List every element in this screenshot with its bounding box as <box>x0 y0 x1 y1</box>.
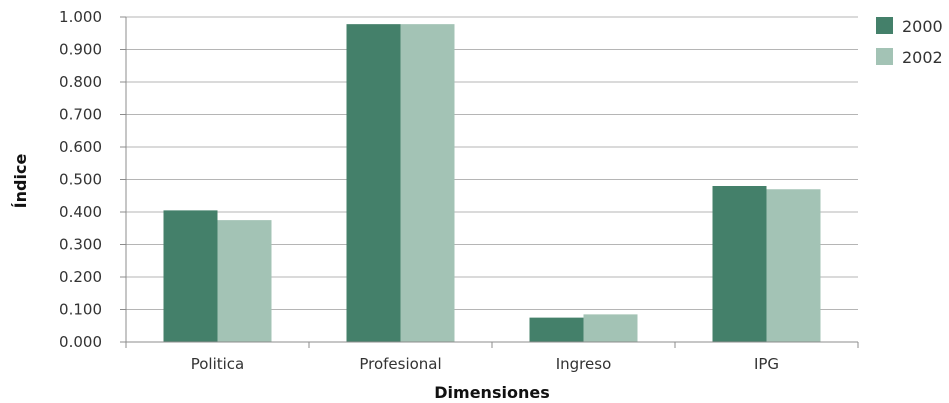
legend-label: 2002 <box>902 48 943 67</box>
bar-2000-ipg <box>712 186 767 342</box>
y-tick-label: 0.200 <box>59 268 102 286</box>
bar-2000-ingreso <box>529 317 584 342</box>
x-axis: Politica Profesional Ingreso IPG <box>125 17 859 373</box>
y-tick-label: 0.100 <box>59 301 102 319</box>
legend: 2000 2002 <box>876 17 943 67</box>
y-tick-label: 1.000 <box>59 8 102 26</box>
bar-2002-profesional <box>400 24 455 343</box>
bar-2002-politica <box>217 220 272 342</box>
legend-swatch-2002 <box>876 48 893 65</box>
y-tick-label: 0.400 <box>59 203 102 221</box>
y-axis-ticks: 0.000 0.100 0.200 0.300 0.400 0.500 0.600 0.700… <box>59 8 126 351</box>
x-tick-label: IPG <box>754 355 779 373</box>
legend-label: 2000 <box>902 17 943 36</box>
y-tick-label: 0.900 <box>59 41 102 59</box>
x-axis-title: Dimensiones <box>434 383 549 402</box>
x-tick-label: Profesional <box>359 355 441 373</box>
bar-2000-profesional <box>346 24 401 343</box>
y-tick-label: 0.500 <box>59 171 102 189</box>
bar-2002-ingreso <box>583 314 638 342</box>
x-tick-label: Ingreso <box>556 355 612 373</box>
bars <box>163 24 821 343</box>
y-tick-label: 0.700 <box>59 106 102 124</box>
y-tick-label: 0.300 <box>59 236 102 254</box>
y-tick-label: 0.600 <box>59 138 102 156</box>
y-tick-label: 0.000 <box>59 333 102 351</box>
legend-swatch-2000 <box>876 17 893 34</box>
bar-2002-ipg <box>766 189 821 342</box>
x-tick-label: Politica <box>191 355 245 373</box>
y-axis-title: Índice <box>11 154 30 209</box>
bar-2000-politica <box>163 210 218 342</box>
y-tick-label: 0.800 <box>59 73 102 91</box>
